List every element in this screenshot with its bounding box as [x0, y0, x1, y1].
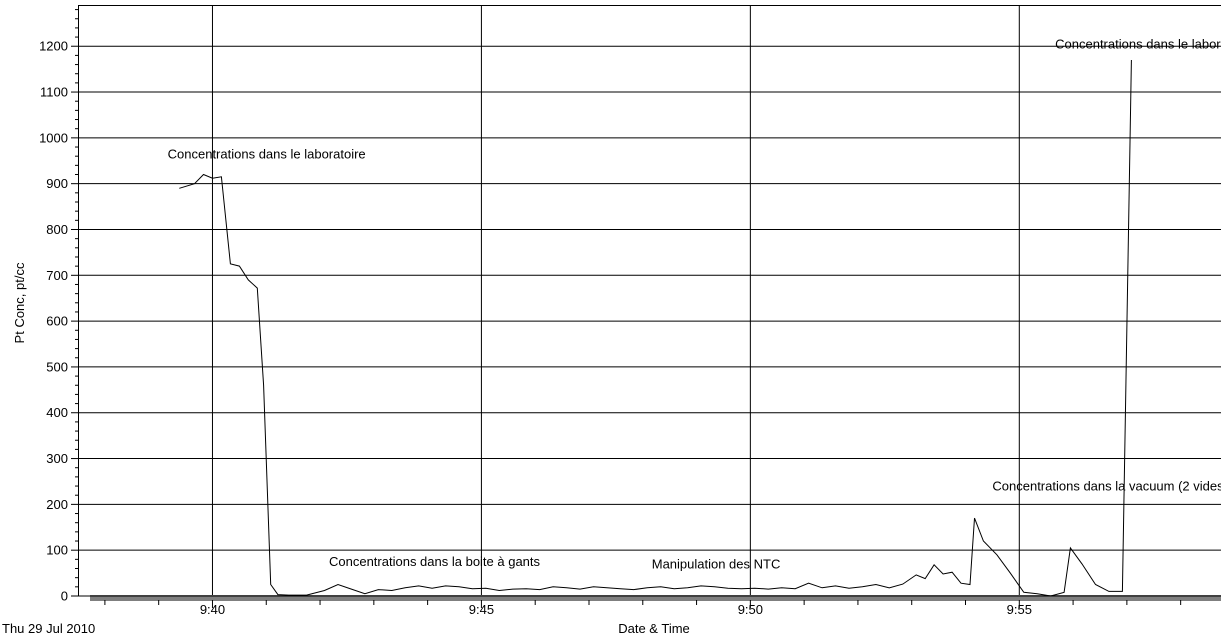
annotation-label: Concentrations dans la vacuum (2 vides) [992, 479, 1221, 494]
y-tick-label: 300 [46, 451, 68, 466]
x-tick-label: 9:55 [1007, 602, 1032, 617]
y-tick-label: 600 [46, 314, 68, 329]
annotations: Concentrations dans le laboratoire Concen… [168, 37, 1221, 572]
y-axis-label: Pt Conc, pt/cc [12, 262, 27, 343]
x-tick-label: 9:45 [469, 602, 494, 617]
y-tick-label: 200 [46, 497, 68, 512]
y-tick-label: 400 [46, 405, 68, 420]
plot-area [78, 5, 1221, 601]
x-tick-label: 9:40 [200, 602, 225, 617]
annotation-label: Manipulation des NTC [652, 557, 781, 572]
series [179, 59, 1132, 597]
y-tick-label: 1100 [40, 85, 68, 100]
y-tick-label: 700 [46, 268, 68, 283]
grid [78, 5, 1221, 597]
y-tick-label: 900 [46, 176, 68, 191]
y-tick-label: 1000 [39, 130, 68, 145]
y-tick-label: 500 [46, 359, 68, 374]
y-tick-label: 1200 [39, 39, 68, 54]
annotation-label: Concentrations dans la boite à gants [329, 554, 541, 569]
x-axis-band [90, 595, 1221, 601]
y-tick-label: 0 [61, 589, 68, 604]
x-axis: 9:40 9:45 9:50 9:55 [78, 595, 1221, 617]
y-tick-label: 100 [46, 543, 68, 558]
annotation-label: Concentrations dans le laboratoire [168, 146, 366, 161]
y-tick-label: 800 [46, 222, 68, 237]
x-tick-label: 9:50 [738, 602, 763, 617]
x-axis-label: Date & Time [618, 621, 690, 636]
series-line [179, 59, 1132, 597]
y-axis: 0 100 200 300 400 500 600 700 800 900 1000 1100 1200 [39, 5, 79, 604]
date-label: Thu 29 Jul 2010 [2, 621, 95, 636]
annotation-label: Concentrations dans le laboratoire [1055, 37, 1221, 52]
